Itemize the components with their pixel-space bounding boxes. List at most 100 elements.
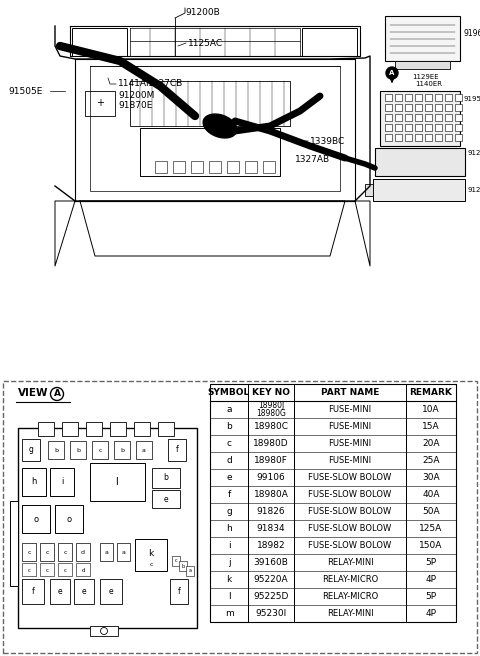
Text: l: l (116, 477, 119, 487)
Bar (55, 505, 83, 533)
Text: f: f (228, 490, 230, 499)
Text: 18980J: 18980J (258, 401, 284, 411)
Bar (110, 422, 126, 436)
Text: e: e (164, 495, 168, 504)
Text: b: b (120, 447, 124, 453)
Text: 30A: 30A (422, 473, 440, 482)
Bar (22, 543, 36, 561)
Bar (435, 114, 442, 121)
Bar (50, 468, 74, 496)
Text: FUSE-MINI: FUSE-MINI (328, 422, 372, 431)
Text: 4P: 4P (425, 609, 436, 618)
Text: RELAY-MINI: RELAY-MINI (326, 609, 373, 618)
Bar (415, 114, 422, 121)
Text: c: c (27, 550, 31, 554)
Bar (22, 468, 46, 496)
Text: h: h (226, 524, 232, 533)
Bar (435, 124, 442, 131)
Text: FUSE-MINI: FUSE-MINI (328, 439, 372, 448)
Bar (373, 179, 465, 201)
Text: 1129EE: 1129EE (412, 74, 439, 80)
Text: PART NAME: PART NAME (321, 388, 379, 397)
Text: 15A: 15A (422, 422, 440, 431)
Text: REMARK: REMARK (409, 388, 453, 397)
Bar (385, 114, 392, 121)
Text: 95230I: 95230I (255, 609, 287, 618)
Bar (210, 384, 456, 622)
Text: k: k (148, 550, 154, 558)
Bar (302, 28, 357, 56)
Text: d: d (81, 567, 85, 573)
Bar (227, 161, 239, 173)
Text: 18982: 18982 (257, 541, 285, 550)
Text: e: e (108, 588, 113, 596)
Bar (90, 626, 118, 636)
Bar (58, 563, 72, 576)
Bar (405, 124, 412, 131)
Bar (22, 579, 44, 604)
Text: 1339BC: 1339BC (310, 136, 345, 146)
Text: g: g (226, 507, 232, 516)
Bar (445, 114, 452, 121)
Bar (48, 441, 64, 459)
Bar (245, 161, 257, 173)
Text: e: e (58, 588, 62, 596)
Text: 91292B: 91292B (468, 187, 480, 193)
Bar (425, 134, 432, 141)
Text: a: a (226, 405, 232, 414)
Bar (425, 94, 432, 101)
Bar (385, 104, 392, 111)
Text: FUSE-SLOW BOLOW: FUSE-SLOW BOLOW (308, 541, 392, 550)
Bar (455, 104, 462, 111)
Text: 125A: 125A (420, 524, 443, 533)
Bar (155, 161, 167, 173)
Circle shape (386, 67, 398, 79)
Bar (445, 134, 452, 141)
Text: 40A: 40A (422, 490, 440, 499)
Text: 95225D: 95225D (253, 592, 288, 601)
Text: FUSE-SLOW BOLOW: FUSE-SLOW BOLOW (308, 490, 392, 499)
Text: a: a (121, 550, 125, 554)
Text: FUSE-MINI: FUSE-MINI (328, 456, 372, 465)
Text: 25A: 25A (422, 456, 440, 465)
Text: c: c (27, 567, 31, 573)
Text: KEY NO: KEY NO (252, 388, 290, 397)
Bar (186, 566, 194, 576)
Bar (415, 124, 422, 131)
Bar (445, 104, 452, 111)
Text: 91951R: 91951R (463, 96, 480, 102)
Bar (455, 124, 462, 131)
Bar (415, 104, 422, 111)
Bar (435, 94, 442, 101)
Bar (455, 134, 462, 141)
Text: a: a (142, 447, 146, 453)
Text: i: i (61, 478, 63, 487)
Bar (405, 114, 412, 121)
Text: 1327AB: 1327AB (295, 155, 330, 163)
Text: a: a (189, 569, 192, 573)
Text: 1140ER: 1140ER (415, 81, 442, 87)
Bar (385, 124, 392, 131)
Bar (365, 184, 373, 196)
Bar (40, 543, 54, 561)
Text: o: o (34, 514, 38, 523)
Text: 5P: 5P (425, 558, 437, 567)
Bar (405, 134, 412, 141)
Bar (385, 134, 392, 141)
Text: 91834: 91834 (257, 524, 285, 533)
Text: A: A (53, 390, 60, 398)
Bar (92, 441, 108, 459)
Text: 39160B: 39160B (253, 558, 288, 567)
Bar (395, 124, 402, 131)
Text: k: k (227, 575, 232, 584)
Bar (395, 134, 402, 141)
Text: a: a (105, 550, 108, 554)
Bar (74, 579, 94, 604)
Text: f: f (178, 588, 180, 596)
Text: e: e (82, 588, 86, 596)
Text: i: i (228, 541, 230, 550)
Text: h: h (31, 478, 36, 487)
Text: l: l (228, 592, 230, 601)
Bar (179, 561, 187, 571)
Bar (170, 579, 188, 604)
